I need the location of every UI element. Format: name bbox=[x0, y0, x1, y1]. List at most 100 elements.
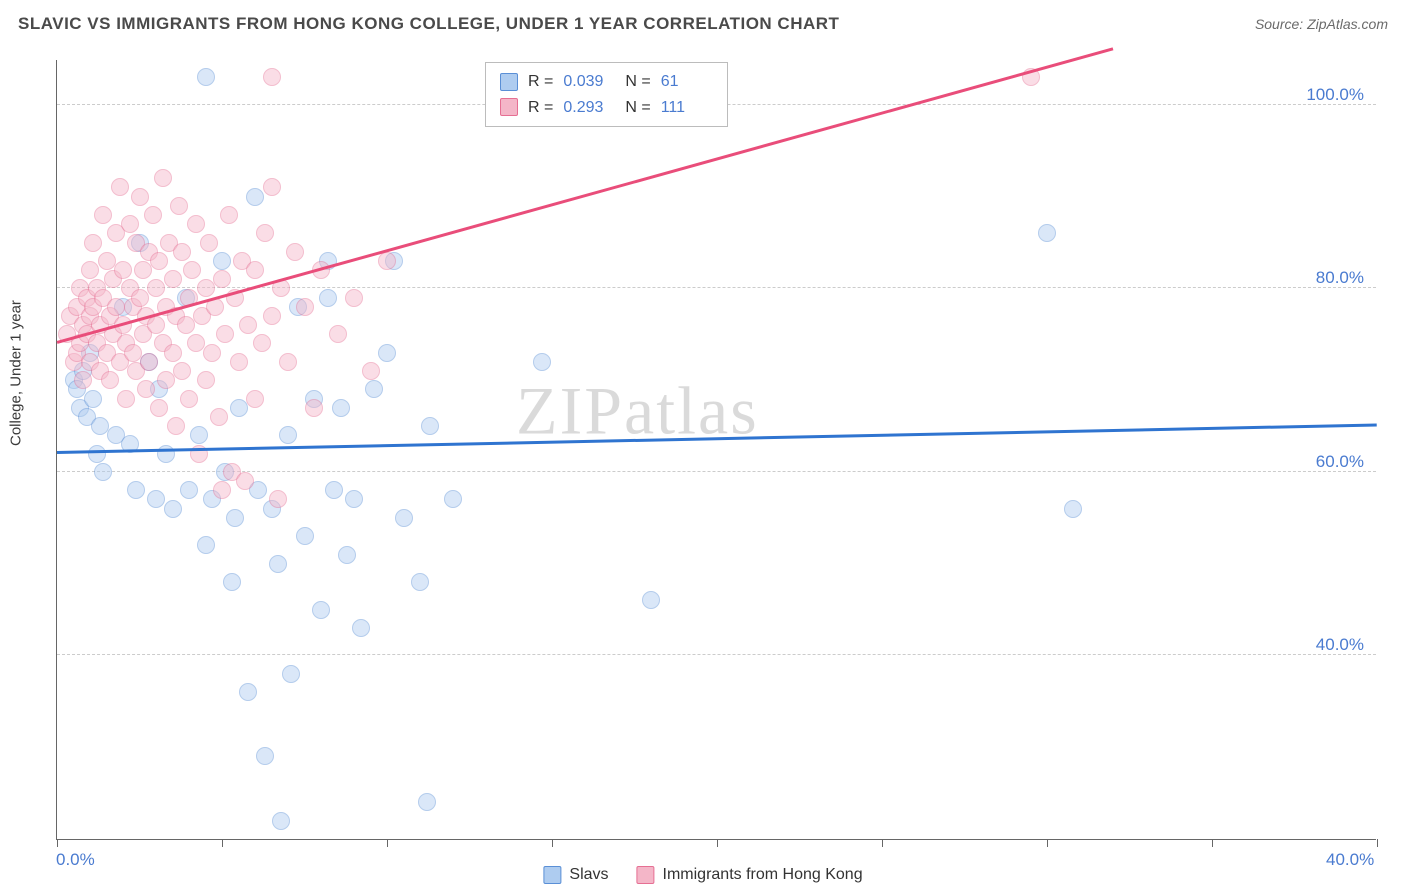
scatter-point bbox=[395, 509, 413, 527]
scatter-point bbox=[210, 408, 228, 426]
scatter-point bbox=[239, 683, 257, 701]
scatter-point bbox=[338, 546, 356, 564]
scatter-point bbox=[263, 178, 281, 196]
x-tick-label: 0.0% bbox=[56, 850, 95, 870]
legend-label: Immigrants from Hong Kong bbox=[663, 866, 863, 884]
scatter-point bbox=[246, 390, 264, 408]
scatter-point bbox=[352, 619, 370, 637]
legend-stats-row: R =0.293N =111 bbox=[500, 95, 713, 121]
scatter-point bbox=[147, 279, 165, 297]
scatter-point bbox=[223, 573, 241, 591]
scatter-point bbox=[121, 215, 139, 233]
n-label: N = bbox=[625, 69, 650, 95]
scatter-point bbox=[140, 353, 158, 371]
scatter-point bbox=[279, 426, 297, 444]
scatter-point bbox=[94, 463, 112, 481]
scatter-point bbox=[167, 417, 185, 435]
x-tick bbox=[1212, 839, 1213, 847]
scatter-point bbox=[127, 481, 145, 499]
n-value: 111 bbox=[661, 95, 713, 121]
legend-stats-row: R =0.039N =61 bbox=[500, 69, 713, 95]
scatter-point bbox=[157, 445, 175, 463]
scatter-point bbox=[101, 371, 119, 389]
scatter-point bbox=[150, 252, 168, 270]
scatter-point bbox=[256, 224, 274, 242]
scatter-point bbox=[533, 353, 551, 371]
scatter-point bbox=[134, 261, 152, 279]
title-bar: SLAVIC VS IMMIGRANTS FROM HONG KONG COLL… bbox=[18, 14, 1388, 34]
r-label: R = bbox=[528, 95, 553, 121]
scatter-point bbox=[111, 178, 129, 196]
x-tick-label: 40.0% bbox=[1326, 850, 1374, 870]
scatter-point bbox=[1064, 500, 1082, 518]
scatter-point bbox=[197, 371, 215, 389]
scatter-point bbox=[312, 601, 330, 619]
scatter-point bbox=[147, 490, 165, 508]
scatter-point bbox=[213, 270, 231, 288]
scatter-point bbox=[378, 344, 396, 362]
scatter-point bbox=[164, 344, 182, 362]
legend-item: Slavs bbox=[543, 866, 608, 884]
scatter-point bbox=[137, 380, 155, 398]
scatter-point bbox=[183, 261, 201, 279]
scatter-point bbox=[88, 445, 106, 463]
scatter-point bbox=[117, 390, 135, 408]
y-axis-label: College, Under 1 year bbox=[8, 300, 25, 446]
scatter-point bbox=[319, 289, 337, 307]
scatter-point bbox=[220, 206, 238, 224]
scatter-point bbox=[286, 243, 304, 261]
scatter-point bbox=[190, 426, 208, 444]
y-tick-label: 80.0% bbox=[1316, 268, 1364, 288]
scatter-point bbox=[444, 490, 462, 508]
x-tick bbox=[387, 839, 388, 847]
scatter-point bbox=[203, 344, 221, 362]
n-value: 61 bbox=[661, 69, 713, 95]
y-tick-label: 40.0% bbox=[1316, 635, 1364, 655]
scatter-point bbox=[213, 481, 231, 499]
legend-swatch bbox=[543, 866, 561, 884]
scatter-point bbox=[305, 399, 323, 417]
scatter-point bbox=[154, 169, 172, 187]
scatter-point bbox=[642, 591, 660, 609]
scatter-point bbox=[173, 243, 191, 261]
scatter-point bbox=[131, 289, 149, 307]
scatter-point bbox=[197, 68, 215, 86]
scatter-point bbox=[246, 261, 264, 279]
scatter-point bbox=[107, 298, 125, 316]
scatter-point bbox=[197, 536, 215, 554]
scatter-point bbox=[282, 665, 300, 683]
scatter-point bbox=[418, 793, 436, 811]
scatter-point bbox=[269, 555, 287, 573]
legend-item: Immigrants from Hong Kong bbox=[637, 866, 863, 884]
scatter-point bbox=[272, 812, 290, 830]
scatter-point bbox=[296, 527, 314, 545]
scatter-point bbox=[124, 344, 142, 362]
scatter-point bbox=[263, 68, 281, 86]
scatter-point bbox=[332, 399, 350, 417]
scatter-point bbox=[236, 472, 254, 490]
scatter-point bbox=[187, 334, 205, 352]
scatter-point bbox=[246, 188, 264, 206]
scatter-point bbox=[157, 371, 175, 389]
scatter-point bbox=[114, 261, 132, 279]
scatter-point bbox=[131, 188, 149, 206]
y-tick-label: 60.0% bbox=[1316, 452, 1364, 472]
scatter-point bbox=[263, 307, 281, 325]
legend-swatch bbox=[500, 98, 518, 116]
r-value: 0.293 bbox=[563, 95, 615, 121]
scatter-point bbox=[164, 500, 182, 518]
gridline-h bbox=[57, 471, 1376, 472]
x-tick bbox=[57, 839, 58, 847]
scatter-point bbox=[421, 417, 439, 435]
legend-stats: R =0.039N =61R =0.293N =111 bbox=[485, 62, 728, 127]
scatter-point bbox=[84, 234, 102, 252]
scatter-point bbox=[239, 316, 257, 334]
scatter-point bbox=[378, 252, 396, 270]
scatter-point bbox=[177, 316, 195, 334]
scatter-point bbox=[170, 197, 188, 215]
scatter-point bbox=[150, 399, 168, 417]
scatter-point bbox=[94, 206, 112, 224]
scatter-point bbox=[329, 325, 347, 343]
scatter-point bbox=[230, 353, 248, 371]
scatter-point bbox=[98, 252, 116, 270]
